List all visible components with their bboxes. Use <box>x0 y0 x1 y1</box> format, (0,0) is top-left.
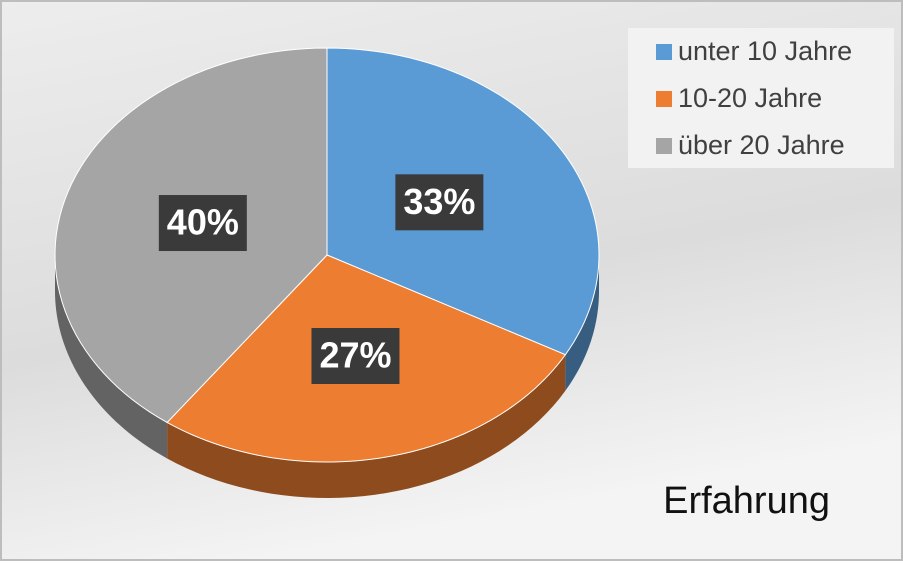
legend-swatch <box>656 91 672 107</box>
legend-label: über 20 Jahre <box>678 130 845 160</box>
chart-title: Erfahrung <box>663 480 830 522</box>
legend-swatch <box>656 44 672 60</box>
data-label-box <box>158 195 247 252</box>
legend-label: unter 10 Jahre <box>678 36 852 66</box>
legend-background <box>628 28 894 168</box>
data-label-box <box>395 174 484 231</box>
data-label: 27% <box>319 335 391 376</box>
legend-swatch <box>656 138 672 154</box>
legend: unter 10 Jahre 10-20 Jahre über 20 Jahre <box>656 36 852 160</box>
slice-side <box>55 255 168 459</box>
data-label-box <box>311 328 400 385</box>
data-label: 33% <box>403 181 475 222</box>
legend-label: 10-20 Jahre <box>678 83 822 113</box>
data-label: 40% <box>167 202 239 243</box>
pie: 33% 27% 40% <box>54 47 600 498</box>
slice-side <box>565 255 599 391</box>
slice-side <box>167 354 566 498</box>
